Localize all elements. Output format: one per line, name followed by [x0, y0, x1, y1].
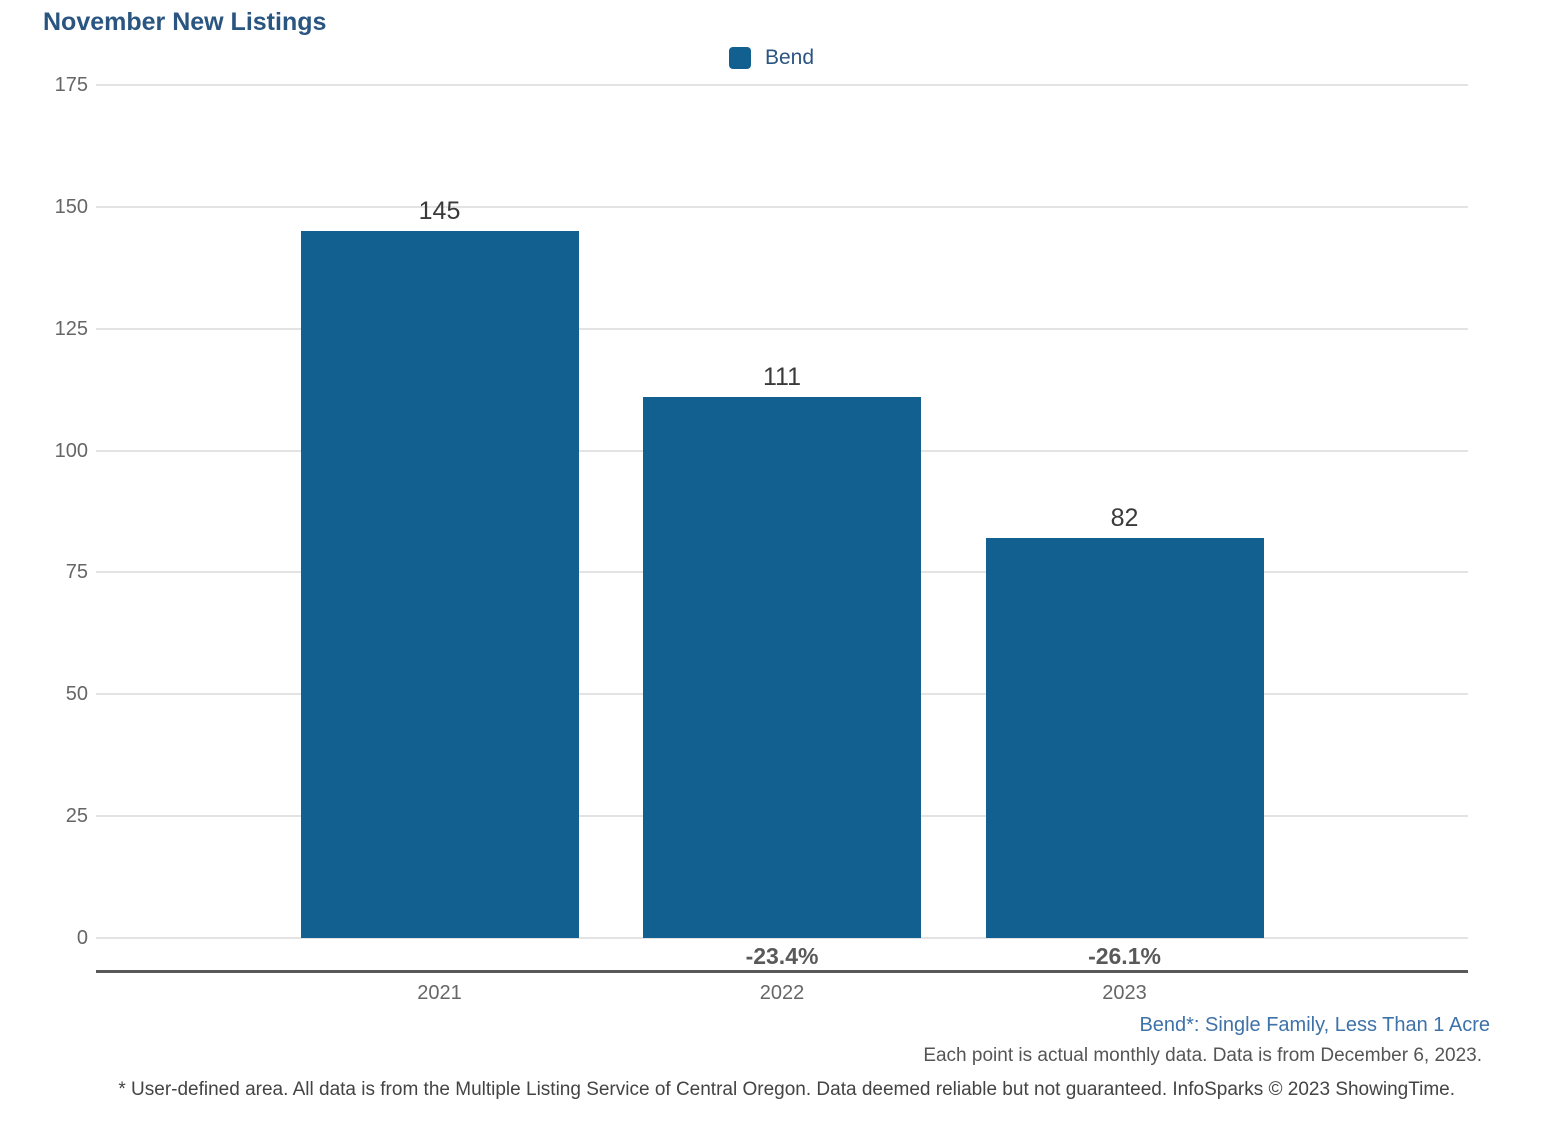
bar-2022[interactable]	[643, 397, 921, 938]
bar-value-label-2022: 111	[762, 363, 802, 391]
y-axis-tick-label-125: 125	[54, 317, 88, 340]
bar-change-label-2023: -26.1%	[1088, 943, 1161, 969]
gridline-175	[96, 84, 1468, 86]
disclaimer-note: * User-defined area. All data is from th…	[118, 1079, 1455, 1100]
y-axis-tick-label-0: 0	[76, 927, 88, 949]
y-axis-tick-label-50: 50	[65, 683, 88, 706]
data-source-note: Each point is actual monthly data. Data …	[923, 1045, 1482, 1066]
bar-2023[interactable]	[985, 538, 1264, 938]
series-definition-note: Bend*: Single Family, Less Than 1 Acre	[1139, 1014, 1490, 1036]
y-axis-tick-label-25: 25	[65, 805, 88, 828]
gridline-0	[96, 937, 1468, 939]
gridline-150	[96, 205, 1468, 208]
bar-value-label-2021: 145	[418, 197, 461, 225]
legend-item-bend[interactable]: Bend	[728, 46, 815, 70]
bar-change-label-2022: -23.4%	[745, 943, 819, 969]
y-axis-tick-label-75: 75	[65, 561, 88, 584]
x-axis-label-2021: 2021	[417, 982, 462, 1004]
gridline-125	[96, 327, 1468, 330]
legend-label: Bend	[764, 46, 815, 69]
x-axis-label-2022: 2022	[759, 982, 805, 1004]
plot-area: 145 111 82	[96, 84, 1468, 939]
chart-title: November New Listings	[43, 8, 327, 36]
y-axis: 0 25 50 75 100 125 150 175	[0, 74, 88, 949]
bar-2021[interactable]	[300, 231, 579, 938]
y-axis-tick-label-150: 150	[54, 195, 88, 218]
y-axis-tick-label-100: 100	[54, 439, 88, 462]
bar-value-label-2023: 82	[1110, 504, 1139, 532]
x-axis-label-2023: 2023	[1102, 982, 1147, 1004]
legend: Bend	[0, 46, 1543, 70]
y-axis-tick-label-175: 175	[54, 74, 88, 96]
legend-swatch-icon	[728, 47, 751, 69]
x-axis-line	[96, 970, 1468, 973]
x-axis: 2021 -23.4% 2022 -26.1% 2023	[96, 938, 1468, 1018]
